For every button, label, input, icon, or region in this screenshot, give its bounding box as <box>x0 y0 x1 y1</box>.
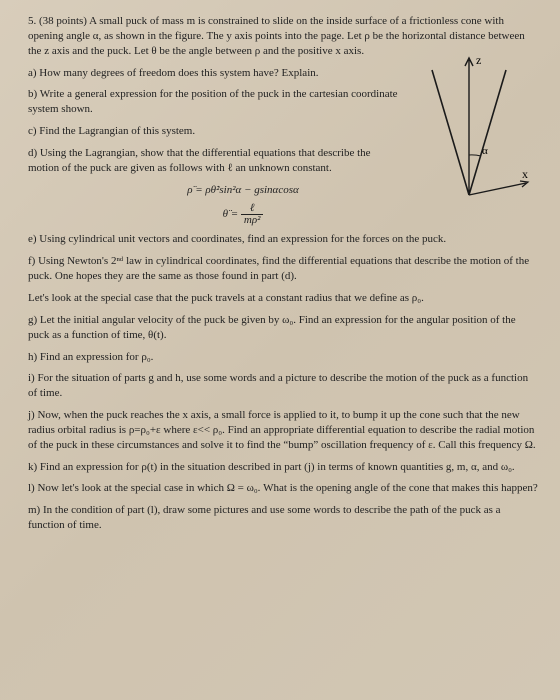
part-k: k) Find an expression for ρ(t) in the si… <box>28 460 538 475</box>
cone-diagram: z α x <box>404 50 534 200</box>
part-f: f) Using Newton's 2ⁿᵈ law in cylindrical… <box>28 254 538 284</box>
part-e: e) Using cylindrical unit vectors and co… <box>28 232 538 247</box>
part-l: l) Now let's look at the special case in… <box>28 481 538 496</box>
z-label: z <box>476 53 481 67</box>
part-i: i) For the situation of parts g and h, u… <box>28 371 538 401</box>
eq2-lhs: θ̈ = <box>223 208 241 220</box>
part-g: g) Let the initial angular velocity of t… <box>28 313 538 343</box>
x-label: x <box>522 167 528 181</box>
part-h: h) Find an expression for ρ₀. <box>28 350 538 365</box>
lets-look: Let's look at the special case that the … <box>28 291 538 306</box>
alpha-label: α <box>482 145 488 157</box>
equation-theta: θ̈ = ℓ mρ² <box>28 203 538 226</box>
eq2-den: mρ² <box>241 215 264 226</box>
part-m: m) In the condition of part (l), draw so… <box>28 503 538 533</box>
part-j: j) Now, when the puck reaches the x axis… <box>28 408 538 453</box>
